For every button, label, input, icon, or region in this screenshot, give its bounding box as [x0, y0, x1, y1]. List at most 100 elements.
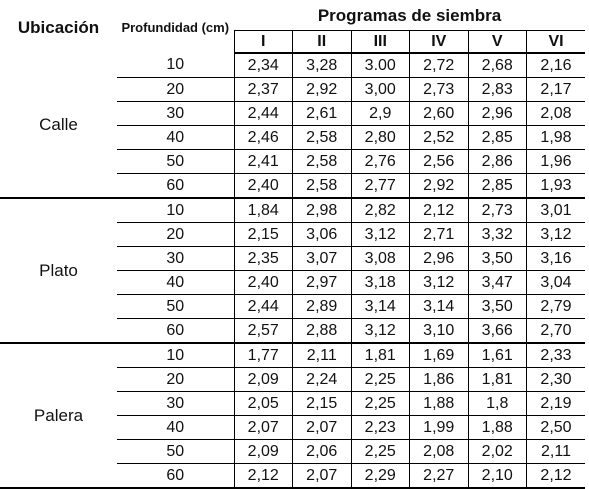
value-cell: 2,73 — [467, 198, 527, 223]
table-row: 40 2,40 2,97 3,18 3,12 3,47 3,04 — [0, 270, 585, 295]
value-cell: 1,81 — [350, 343, 410, 368]
table-row: 60 2,40 2,58 2,77 2,92 2,85 1,93 — [0, 173, 585, 199]
value-cell: 3,32 — [467, 222, 527, 247]
value-cell: 2,58 — [292, 149, 351, 174]
value-cell: 1,81 — [467, 367, 527, 392]
header-depth: Profundidad (cm) — [121, 20, 230, 35]
table-row: 60 2,12 2,07 2,29 2,27 2,10 2,12 — [0, 463, 585, 489]
value-cell: 1,98 — [526, 125, 585, 150]
depth-cell: 60 — [117, 173, 234, 199]
value-cell: 1,69 — [409, 343, 468, 368]
value-cell: 3,14 — [350, 294, 410, 319]
value-cell: 1,93 — [526, 173, 585, 199]
group-label: Plato — [0, 198, 117, 344]
value-cell: 2,73 — [409, 77, 468, 102]
value-cell: 2,10 — [467, 463, 527, 489]
value-cell: 2,16 — [526, 53, 585, 78]
depth-cell: 30 — [117, 101, 234, 126]
header-programs: Programas de siembra — [234, 2, 585, 31]
value-cell: 3,14 — [409, 294, 468, 319]
table-row: 30 2,44 2,61 2,9 2,60 2,96 2,08 — [0, 101, 585, 126]
value-cell: 2,08 — [526, 101, 585, 126]
value-cell: 3,08 — [350, 246, 410, 271]
value-cell: 2,9 — [350, 101, 410, 126]
value-cell: 2,07 — [292, 463, 351, 489]
table-row: 50 2,09 2,06 2,25 2,08 2,02 2,11 — [0, 439, 585, 464]
value-cell: 2,12 — [233, 463, 293, 489]
value-cell: 3,04 — [526, 270, 585, 295]
depth-cell: 50 — [117, 149, 234, 174]
value-cell: 2,23 — [350, 415, 410, 440]
value-cell: 3,47 — [467, 270, 527, 295]
table-row: 20 2,15 3,06 3,12 2,71 3,32 3,12 — [0, 222, 585, 247]
value-cell: 2,29 — [350, 463, 410, 489]
table-row: 20 2,37 2,92 3,00 2,73 2,83 2,17 — [0, 77, 585, 102]
column-header: V — [467, 30, 527, 54]
value-cell: 1,84 — [233, 198, 293, 223]
value-cell: 2,96 — [409, 246, 468, 271]
depth-cell: 10 — [117, 343, 234, 368]
column-header: II — [292, 30, 351, 54]
value-cell: 3,16 — [526, 246, 585, 271]
value-cell: 2,77 — [350, 173, 410, 199]
value-cell: 2,12 — [526, 463, 585, 489]
depth-cell: 20 — [117, 367, 234, 392]
value-cell: 2,89 — [292, 294, 351, 319]
table-row: 20 2,09 2,24 2,25 1,86 1,81 2,30 — [0, 367, 585, 392]
value-cell: 2,96 — [467, 101, 527, 126]
value-cell: 2,80 — [350, 125, 410, 150]
value-cell: 2,02 — [467, 439, 527, 464]
table-row: 30 2,05 2,15 2,25 1,88 1,8 2,19 — [0, 391, 585, 416]
value-cell: 2,76 — [350, 149, 410, 174]
value-cell: 2,85 — [467, 125, 527, 150]
value-cell: 2,98 — [292, 198, 351, 223]
value-cell: 2,88 — [292, 318, 351, 344]
value-cell: 3,66 — [467, 318, 527, 344]
depth-cell: 10 — [117, 198, 234, 223]
value-cell: 1,99 — [409, 415, 468, 440]
value-cell: 1,61 — [467, 343, 527, 368]
value-cell: 2,58 — [292, 125, 351, 150]
value-cell: 2,12 — [409, 198, 468, 223]
value-cell: 2,06 — [292, 439, 351, 464]
value-cell: 2,46 — [233, 125, 293, 150]
value-cell: 2,19 — [526, 391, 585, 416]
value-cell: 1,88 — [409, 391, 468, 416]
value-cell: 2,68 — [467, 53, 527, 78]
value-cell: 3,10 — [409, 318, 468, 344]
table-row: Plato 10 1,84 2,98 2,82 2,12 2,73 3,01 — [0, 198, 585, 344]
table-row: Palera 10 1,77 2,11 1,81 1,69 1,61 2,33 — [0, 343, 585, 489]
depth-cell: 30 — [117, 246, 234, 271]
value-cell: 2,86 — [467, 149, 527, 174]
value-cell: 2,92 — [409, 173, 468, 199]
value-cell: 2,60 — [409, 101, 468, 126]
value-cell: 3,18 — [350, 270, 410, 295]
value-cell: 2,33 — [526, 343, 585, 368]
value-cell: 3,28 — [292, 53, 351, 78]
value-cell: 2,52 — [409, 125, 468, 150]
depth-cell: 60 — [117, 463, 234, 489]
value-cell: 2,30 — [526, 367, 585, 392]
value-cell: 2,07 — [292, 415, 351, 440]
group-label: Calle — [0, 53, 117, 199]
column-header: IV — [409, 30, 468, 54]
value-cell: 3,06 — [292, 222, 351, 247]
value-cell: 3,50 — [467, 294, 527, 319]
value-cell: 3,12 — [526, 222, 585, 247]
value-cell: 2,50 — [526, 415, 585, 440]
value-cell: 2,24 — [292, 367, 351, 392]
value-cell: 3,50 — [467, 246, 527, 271]
value-cell: 2,15 — [233, 222, 293, 247]
table-row: 50 2,44 2,89 3,14 3,14 3,50 2,79 — [0, 294, 585, 319]
value-cell: 2,56 — [409, 149, 468, 174]
column-header: III — [350, 30, 410, 54]
table-row: 30 2,35 3,07 3,08 2,96 3,50 3,16 — [0, 246, 585, 271]
depth-cell: 40 — [117, 125, 234, 150]
table-row: Calle 10 2,34 3,28 3.00 2,72 2,68 2,16 — [0, 53, 585, 199]
value-cell: 3,12 — [350, 318, 410, 344]
value-cell: 2,27 — [409, 463, 468, 489]
value-cell: 3,07 — [292, 246, 351, 271]
value-cell: 2,61 — [292, 101, 351, 126]
depth-cell: 30 — [117, 391, 234, 416]
